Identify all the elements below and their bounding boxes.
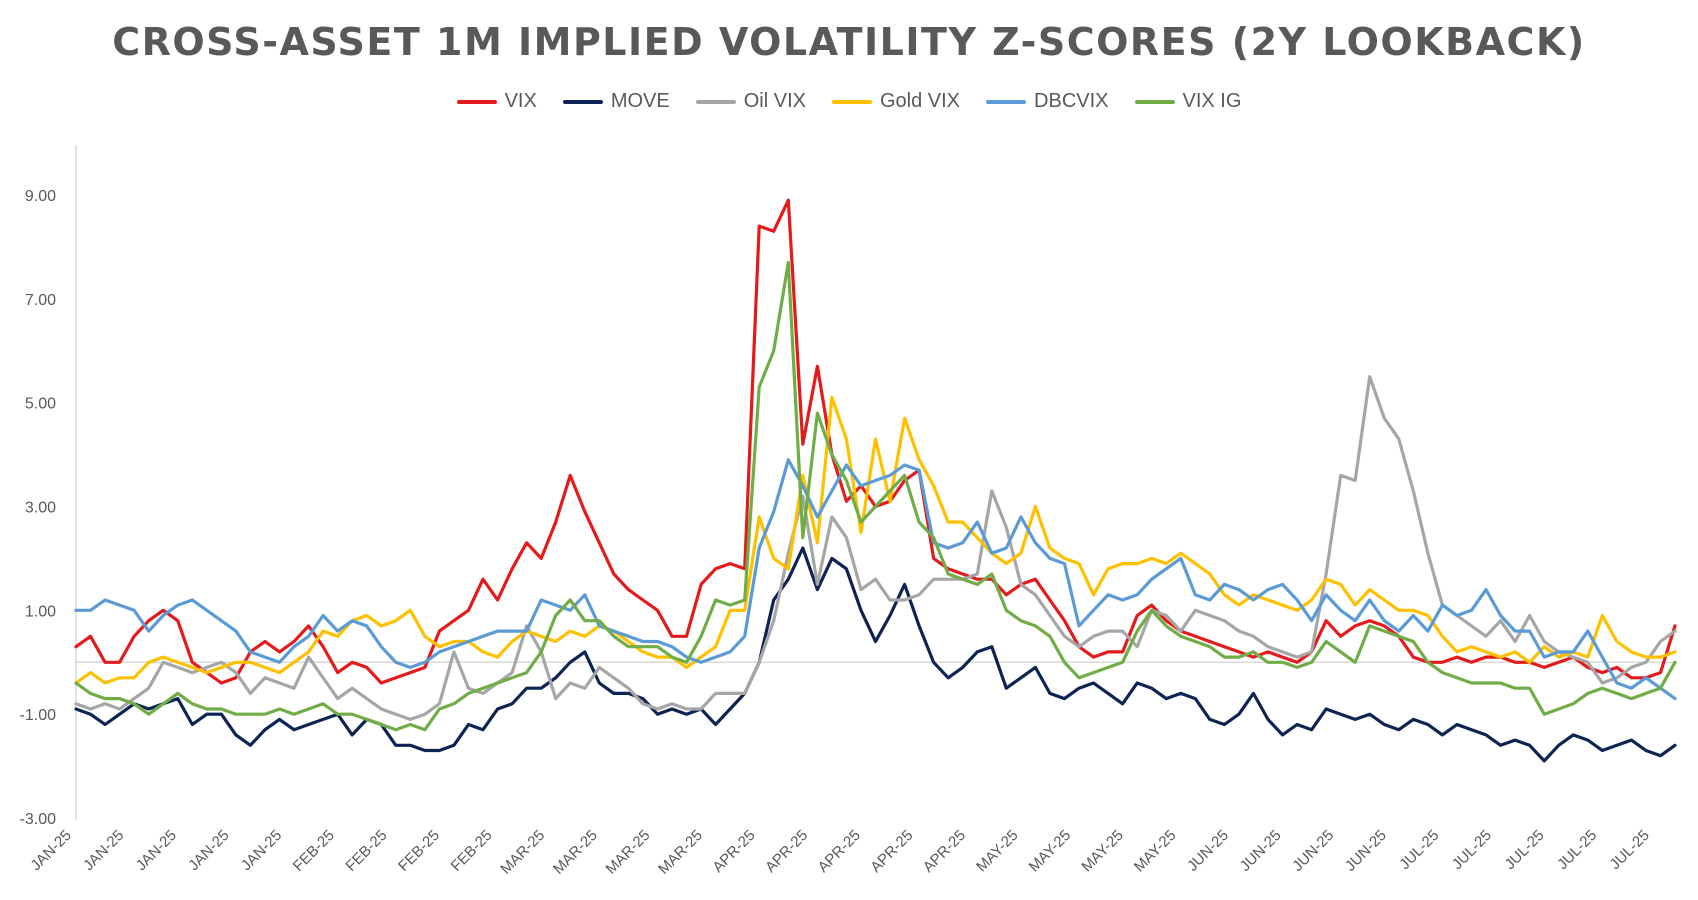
x-tick-label: JUL-25 (1396, 827, 1442, 873)
x-tick-label: MAY-25 (1026, 827, 1075, 876)
x-tick-label: MAY-25 (973, 827, 1022, 876)
legend-swatch (1134, 99, 1175, 104)
series-line-move (74, 546, 1677, 763)
legend-swatch (986, 99, 1027, 104)
y-tick-label: 7.00 (25, 292, 56, 309)
x-tick-label: FEB-25 (448, 827, 496, 875)
legend-swatch (695, 99, 736, 104)
x-tick-label: APR-25 (709, 827, 758, 876)
legend-swatch (456, 99, 497, 104)
x-tick-label: MAY-25 (1131, 827, 1180, 876)
x-tick-label: MAR-25 (497, 827, 548, 878)
x-tick-label: JUN-25 (1342, 827, 1390, 875)
x-tick-label: JUL-25 (1501, 827, 1547, 873)
y-tick-label: -3.00 (20, 811, 57, 828)
y-tick-label: 5.00 (25, 396, 56, 413)
x-tick-label: MAR-25 (655, 827, 706, 878)
x-tick-label: JUN-25 (1237, 827, 1285, 875)
legend-label: MOVE (610, 90, 670, 112)
x-tick-label: JUL-25 (1554, 827, 1600, 873)
x-tick-label: FEB-25 (342, 827, 390, 875)
legend-item-vix: VIX (456, 90, 537, 113)
legend-swatch (831, 99, 872, 104)
legend-item-vix-ig: VIX IG (1134, 90, 1242, 113)
x-tick-label: APR-25 (867, 827, 916, 876)
legend-swatch (562, 99, 603, 104)
legend-item-move: MOVE (562, 90, 670, 113)
x-tick-label: JAN-25 (133, 827, 180, 874)
chart-title: CROSS-ASSET 1M IMPLIED VOLATILITY Z-SCOR… (112, 20, 1586, 64)
series-line-oil-vix (74, 375, 1677, 722)
legend-item-gold-vix: Gold VIX (831, 90, 961, 113)
x-tick-label: APR-25 (762, 827, 811, 876)
legend-label: VIX (504, 90, 537, 112)
series-line-dbcvix (74, 458, 1677, 701)
x-tick-label: FEB-25 (290, 827, 338, 875)
legend-label: VIX IG (1182, 90, 1242, 112)
legend-label: Gold VIX (879, 90, 961, 112)
legend-label: DBCVIX (1034, 90, 1109, 112)
y-tick-label: 1.00 (25, 603, 56, 620)
x-tick-label: APR-25 (815, 827, 864, 876)
y-tick-label: 9.00 (25, 188, 56, 205)
x-tick-label: MAR-25 (603, 827, 654, 878)
x-tick-label: JAN-25 (238, 827, 285, 874)
chart-legend: VIX MOVE Oil VIX Gold VIX DBCVIX VIX IG (0, 90, 1698, 113)
x-tick-label: JAN-25 (27, 827, 74, 874)
x-tick-label: JAN-25 (185, 827, 232, 874)
y-tick-label: 3.00 (25, 500, 56, 517)
x-tick-label: MAR-25 (550, 827, 601, 878)
legend-item-oil-vix: Oil VIX (695, 90, 806, 113)
series-line-vix-ig (74, 260, 1677, 732)
legend-label: Oil VIX (743, 90, 806, 112)
x-tick-label: MAY-25 (1078, 827, 1127, 876)
x-tick-label: JUN-25 (1184, 827, 1232, 875)
x-tick-label: JUN-25 (1289, 827, 1337, 875)
x-tick-label: JUL-25 (1449, 827, 1495, 873)
series-line-gold-vix (74, 395, 1677, 685)
legend-item-dbcvix: DBCVIX (986, 90, 1109, 113)
x-tick-label: JUL-25 (1607, 827, 1653, 873)
x-tick-label: JAN-25 (80, 827, 127, 874)
x-tick-label: APR-25 (920, 827, 969, 876)
y-tick-label: -1.00 (20, 707, 57, 724)
x-tick-label: FEB-25 (395, 827, 443, 875)
